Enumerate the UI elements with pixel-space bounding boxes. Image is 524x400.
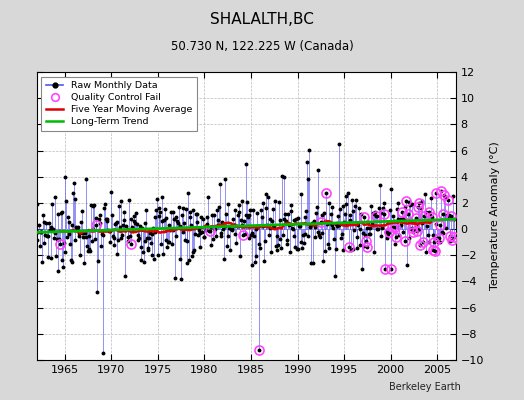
Y-axis label: Temperature Anomaly (°C): Temperature Anomaly (°C) <box>489 142 500 290</box>
Text: SHALALTH,BC: SHALALTH,BC <box>210 12 314 27</box>
Legend: Raw Monthly Data, Quality Control Fail, Five Year Moving Average, Long-Term Tren: Raw Monthly Data, Quality Control Fail, … <box>41 77 197 131</box>
Text: 50.730 N, 122.225 W (Canada): 50.730 N, 122.225 W (Canada) <box>171 40 353 53</box>
Text: Berkeley Earth: Berkeley Earth <box>389 382 461 392</box>
